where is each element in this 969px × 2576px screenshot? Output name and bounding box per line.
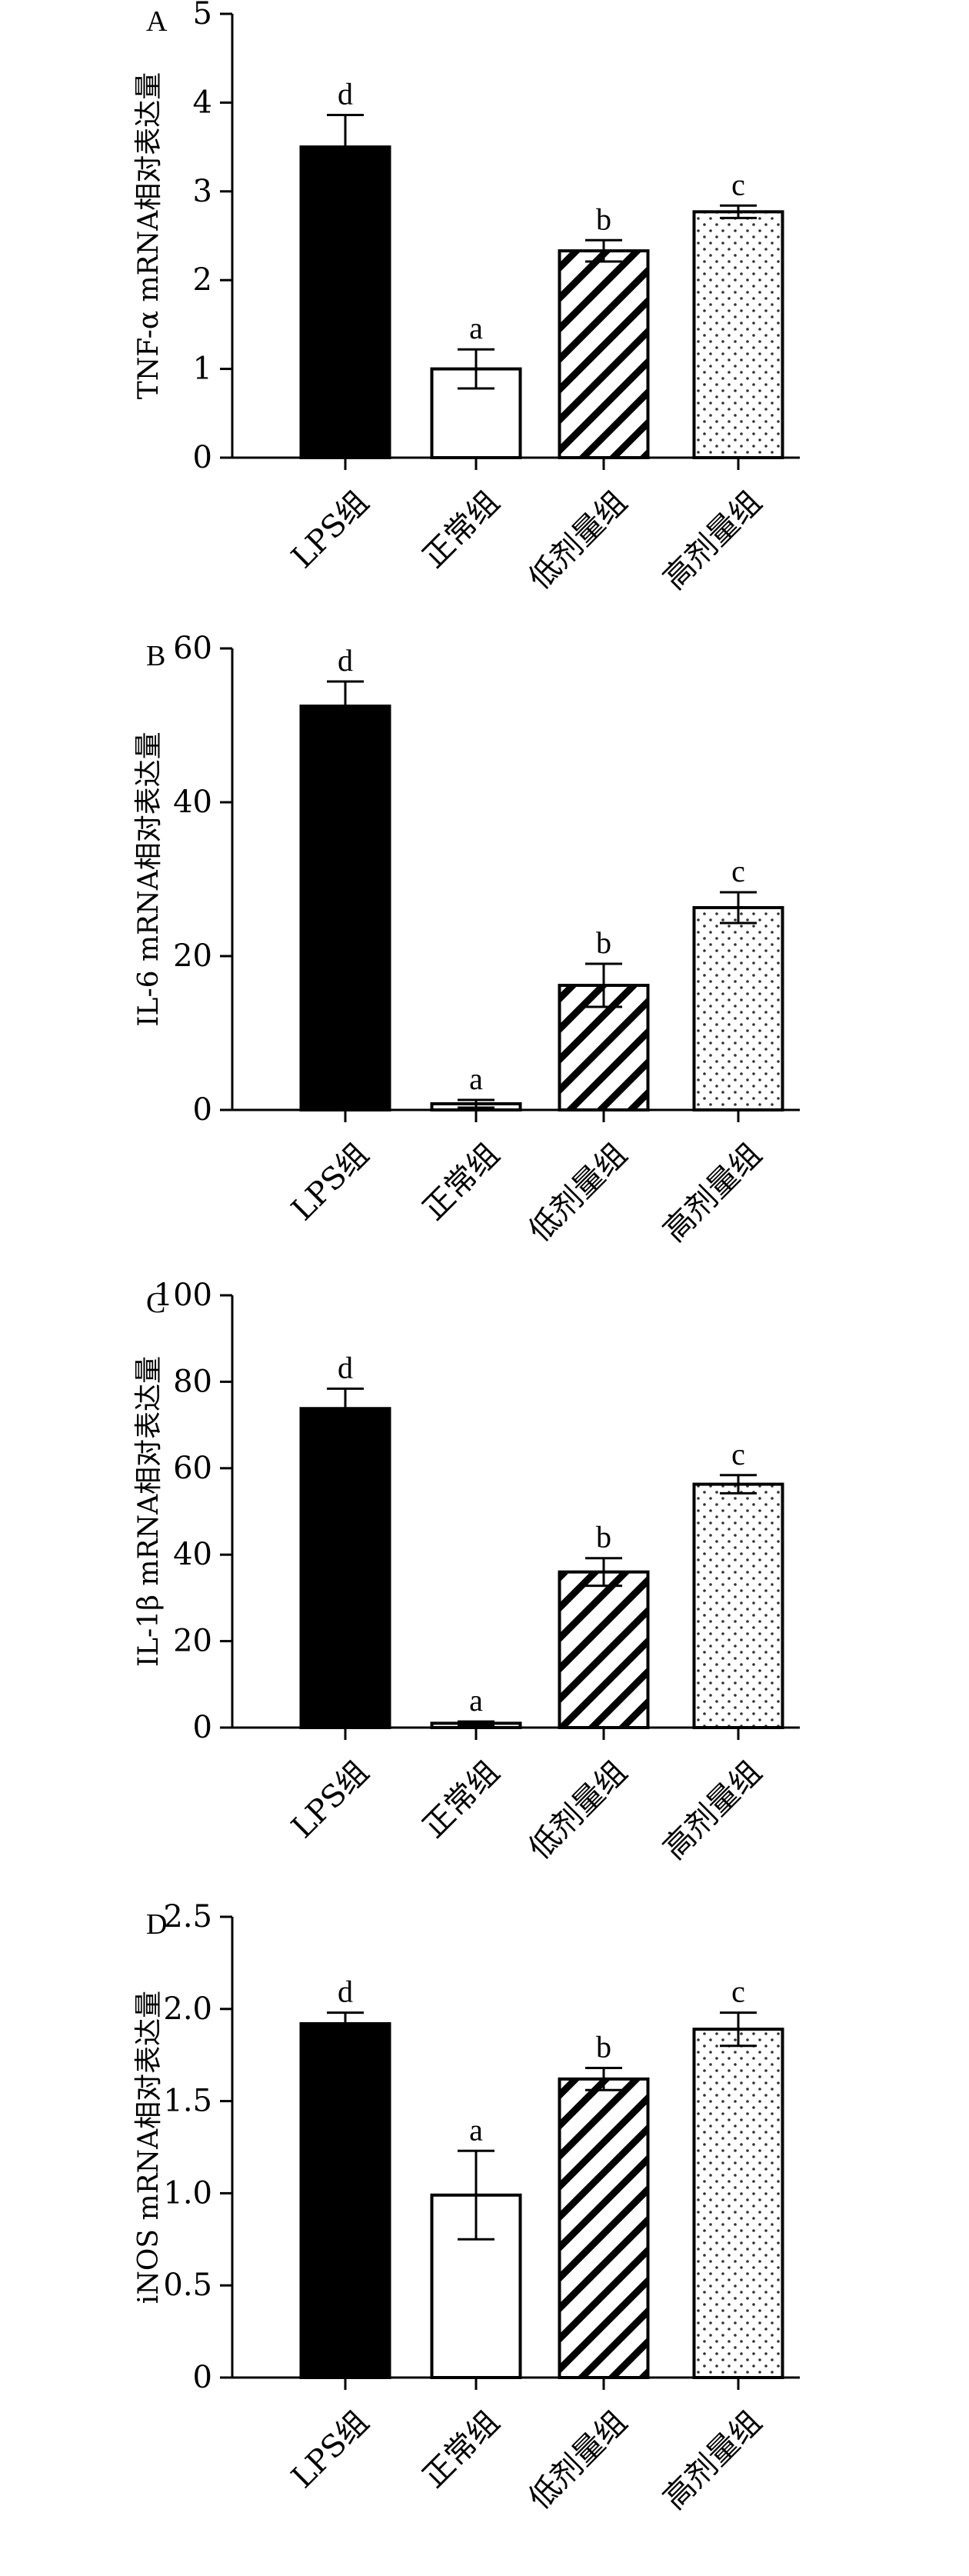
y-tick-label: 20 xyxy=(173,938,212,974)
y-tick-label: 0 xyxy=(193,440,212,475)
x-category-label-2: 低剂量组 xyxy=(522,485,634,597)
x-category-label-1: 正常组 xyxy=(416,1755,506,1845)
significance-label-3: c xyxy=(731,1437,745,1471)
bar-3 xyxy=(692,1482,784,1729)
x-category-label-2: 低剂量组 xyxy=(522,2404,634,2517)
x-category-label-1: 正常组 xyxy=(416,2404,506,2494)
y-tick-label: 1.0 xyxy=(163,2175,212,2211)
y-tick-label: 4 xyxy=(193,85,212,120)
y-tick-label: 5 xyxy=(193,0,212,32)
y-tick-label: 40 xyxy=(173,1537,212,1572)
panel-letter: A xyxy=(146,5,168,38)
y-axis-label: IL-1β mRNA相对表达量 xyxy=(133,1356,165,1667)
x-category-label-0: LPS组 xyxy=(285,485,375,575)
x-category-label-3: 高剂量组 xyxy=(657,2404,769,2517)
y-tick-label: 1.5 xyxy=(163,2084,212,2119)
y-tick-label: 100 xyxy=(154,1278,212,1313)
y-tick-label: 60 xyxy=(173,1451,212,1486)
x-category-label-1: 正常组 xyxy=(416,485,506,575)
x-category-label-0: LPS组 xyxy=(285,1137,375,1228)
x-category-label-3: 高剂量组 xyxy=(657,485,769,597)
y-tick-label: 2.5 xyxy=(163,1899,212,1934)
y-axis-label: iNOS mRNA相对表达量 xyxy=(133,1991,165,2304)
significance-label-1: a xyxy=(469,311,483,345)
x-category-label-2: 低剂量组 xyxy=(522,1137,634,1249)
significance-label-2: b xyxy=(596,1520,611,1555)
significance-label-3: c xyxy=(731,167,745,202)
y-tick-label: 1 xyxy=(193,352,212,387)
bar-3 xyxy=(692,906,784,1111)
y-tick-label: 80 xyxy=(173,1364,212,1399)
x-category-label-2: 低剂量组 xyxy=(522,1755,634,1867)
y-tick-label: 40 xyxy=(173,785,212,820)
bar-3 xyxy=(692,2028,784,2379)
panel-letter: B xyxy=(146,640,165,672)
x-category-label-1: 正常组 xyxy=(416,1137,506,1227)
significance-label-1: a xyxy=(469,1683,483,1718)
chart-panel-a: A 0 1 2 3 4 5 TNF-α mRNA相对表达量 d LPS组 a 正常组 b 低剂量组 c 高剂量… xyxy=(133,0,800,597)
y-tick-label: 3 xyxy=(193,174,212,209)
bar-2 xyxy=(558,249,650,459)
bar-0 xyxy=(299,705,391,1111)
significance-label-0: d xyxy=(338,643,353,678)
significance-label-2: b xyxy=(596,2029,611,2064)
panel-letter: C xyxy=(146,1287,165,1319)
y-axis-label: TNF-α mRNA相对表达量 xyxy=(133,72,165,400)
significance-label-1: a xyxy=(469,1061,483,1096)
chart-panel-c: C 0 20 40 60 80 100 IL-1β mRNA相对表达量 d LPS组 a 正常组 b 低剂… xyxy=(133,1278,800,1867)
chart-panel-b: B 0 20 40 60 IL-6 mRNA相对表达量 d LPS组 a 正常组 b 低剂量组 c 高剂量… xyxy=(133,631,800,1249)
significance-label-0: d xyxy=(338,77,353,112)
panel-letter: D xyxy=(146,1908,167,1941)
x-category-label-3: 高剂量组 xyxy=(657,1137,769,1249)
y-tick-label: 0 xyxy=(193,1092,212,1128)
bar-0 xyxy=(299,145,391,459)
significance-label-1: a xyxy=(469,2112,483,2147)
significance-label-0: d xyxy=(338,1350,353,1385)
y-tick-label: 0 xyxy=(193,1710,212,1745)
y-tick-label: 20 xyxy=(173,1624,212,1659)
x-category-label-0: LPS组 xyxy=(285,1755,375,1845)
y-tick-label: 0.5 xyxy=(163,2268,212,2303)
significance-label-0: d xyxy=(338,1974,353,2009)
bar-3 xyxy=(692,210,784,459)
x-category-label-3: 高剂量组 xyxy=(657,1755,769,1867)
x-category-label-0: LPS组 xyxy=(285,2404,375,2495)
significance-label-3: c xyxy=(731,854,745,888)
bar-0 xyxy=(299,2021,391,2380)
y-axis-label: IL-6 mRNA相对表达量 xyxy=(133,731,165,1026)
significance-label-2: b xyxy=(596,925,611,960)
y-tick-label: 2 xyxy=(193,262,212,298)
significance-label-2: b xyxy=(596,202,611,236)
significance-label-3: c xyxy=(731,1974,745,2009)
chart-panel-d: D 0 0.5 1.0 1.5 2.0 2.5 iNOS mRNA相对表达量 d LPS组 a 正常组… xyxy=(133,1899,800,2517)
bar-2 xyxy=(558,2077,650,2379)
y-tick-label: 2.0 xyxy=(163,1991,212,2027)
y-tick-label: 0 xyxy=(193,2360,212,2395)
bar-2 xyxy=(558,1570,650,1730)
bar-0 xyxy=(299,1407,391,1730)
y-tick-label: 60 xyxy=(173,631,212,666)
